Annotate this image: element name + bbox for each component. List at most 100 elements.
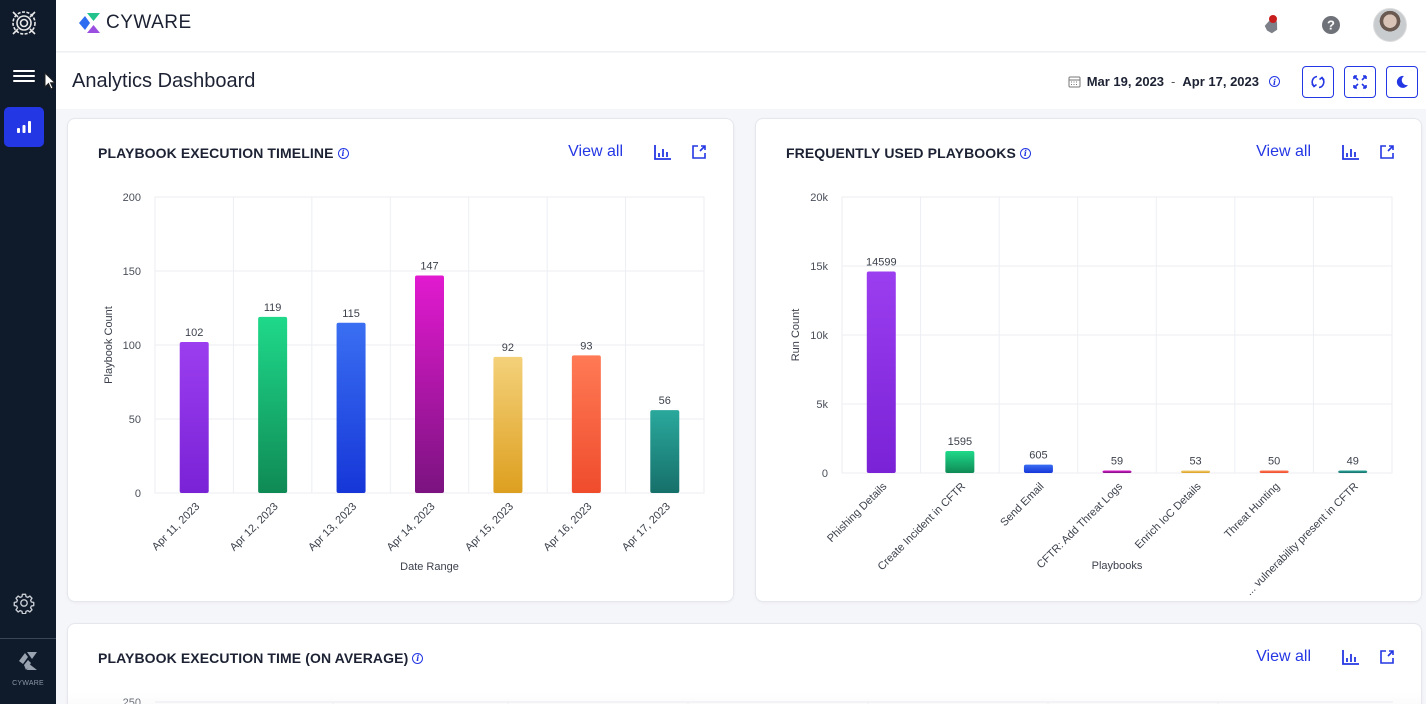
x-tick-label: Apr 11, 2023	[150, 501, 202, 553]
playbook-execution-time-card: PLAYBOOK EXECUTION TIME (ON AVERAGE) i V…	[67, 623, 1422, 704]
bar	[258, 316, 288, 493]
bar	[1259, 470, 1289, 473]
y-tick-label: 5k	[816, 399, 828, 411]
x-tick-label: Apr 14, 2023	[385, 501, 438, 554]
bar-value-label: 102	[185, 327, 203, 339]
export-icon[interactable]	[689, 142, 709, 162]
info-icon[interactable]: i	[1269, 76, 1280, 87]
analytics-icon	[17, 121, 31, 133]
info-icon[interactable]: i	[412, 652, 424, 664]
x-tick-label: CFTR: Add Threat Logs	[1035, 480, 1126, 571]
y-tick-label: 200	[123, 192, 141, 204]
sidebar-brand-text: CYWARE	[12, 680, 44, 687]
card-title-text: PLAYBOOK EXECUTION TIMELINE	[98, 145, 334, 161]
playbook-execution-timeline-card: PLAYBOOK EXECUTION TIMELINE i View all 0…	[67, 118, 734, 602]
bar-value-label: 56	[659, 395, 671, 407]
bar	[1338, 470, 1368, 473]
y-tick-label: 15k	[810, 261, 828, 273]
export-icon[interactable]	[1377, 142, 1397, 162]
bar	[945, 450, 975, 473]
y-tick-label: 20k	[810, 192, 828, 204]
page-header: Analytics Dashboard Mar 19, 2023 - Apr 1…	[56, 53, 1426, 109]
x-tick-label: Create Incident in CFTR	[876, 481, 968, 573]
view-all-link[interactable]: View all	[568, 143, 623, 160]
execution-time-chart: 250	[123, 697, 1393, 704]
x-tick-label: Threat Hunting	[1222, 481, 1282, 541]
bar	[493, 356, 523, 493]
mouse-cursor-icon	[44, 72, 56, 90]
chart-type-icon[interactable]	[1341, 647, 1361, 667]
app-logo-icon[interactable]	[10, 9, 38, 37]
x-tick-label: Apr 16, 2023	[541, 501, 594, 554]
bar-value-label: 92	[502, 342, 514, 354]
notifications-icon[interactable]	[1254, 7, 1290, 43]
bar-value-label: 115	[342, 308, 360, 320]
card-title: FREQUENTLY USED PLAYBOOKS i	[786, 145, 1031, 161]
bar-value-label: 49	[1347, 456, 1359, 468]
brand-logo[interactable]: CYWARE	[78, 12, 192, 34]
card-title: PLAYBOOK EXECUTION TIMELINE i	[98, 145, 349, 161]
bar	[415, 275, 444, 493]
view-all-link[interactable]: View all	[1256, 648, 1311, 665]
info-icon[interactable]: i	[1019, 147, 1031, 159]
fullscreen-icon	[1353, 75, 1367, 89]
frequently-used-playbooks-card: FREQUENTLY USED PLAYBOOKS i View all 0 5k…	[755, 118, 1422, 602]
top-bar: CYWARE ?	[56, 0, 1426, 52]
card-title-text: FREQUENTLY USED PLAYBOOKS	[786, 145, 1016, 161]
page-title: Analytics Dashboard	[72, 70, 256, 92]
y-tick-label: 50	[129, 414, 141, 426]
bar-value-label: 147	[420, 260, 438, 272]
bar-value-label: 50	[1268, 456, 1280, 468]
bar	[1023, 464, 1053, 473]
playbooks-bar-chart: 0 5k 10k 15k 20k 14599 Phishing Details 1595 Cre…	[790, 192, 1393, 598]
x-tick-label: Apr 13, 2023	[306, 501, 359, 554]
brand-name: CYWARE	[106, 12, 192, 33]
cyware-logo-icon	[19, 652, 37, 670]
y-axis-label: Playbook Count	[103, 306, 115, 384]
x-tick-label: Enrich IoC Details	[1133, 480, 1204, 551]
dark-mode-button[interactable]	[1386, 66, 1418, 98]
x-axis-label: Playbooks	[1092, 560, 1143, 572]
info-icon[interactable]: i	[337, 147, 349, 159]
bar-value-label: 1595	[948, 436, 972, 448]
card-title: PLAYBOOK EXECUTION TIME (ON AVERAGE) i	[98, 650, 424, 666]
calendar-icon	[1068, 76, 1081, 88]
chart-type-icon[interactable]	[653, 142, 673, 162]
date-separator: -	[1171, 74, 1176, 89]
hamburger-menu-icon[interactable]	[13, 70, 35, 86]
svg-text:?: ?	[1327, 18, 1335, 33]
bar-value-label: 59	[1111, 456, 1123, 468]
x-tick-label: Apr 17, 2023	[620, 501, 673, 554]
x-tick-label: Apr 15, 2023	[463, 501, 516, 554]
y-axis-label: Run Count	[790, 309, 802, 362]
refresh-button[interactable]	[1302, 66, 1334, 98]
y-tick-label: 0	[822, 468, 828, 480]
view-all-link[interactable]: View all	[1256, 143, 1311, 160]
date-range-picker[interactable]: Mar 19, 2023 - Apr 17, 2023 i	[1068, 74, 1280, 89]
export-icon[interactable]	[1377, 647, 1397, 667]
user-avatar[interactable]	[1372, 7, 1408, 43]
bar	[571, 355, 601, 493]
card-title-text: PLAYBOOK EXECUTION TIME (ON AVERAGE)	[98, 650, 409, 666]
sidebar-item-analytics[interactable]	[4, 107, 44, 147]
x-axis-label: Date Range	[400, 561, 459, 573]
chart-type-icon[interactable]	[1341, 142, 1361, 162]
settings-icon[interactable]	[13, 592, 35, 615]
fullscreen-button[interactable]	[1344, 66, 1376, 98]
y-tick-label: 100	[123, 340, 141, 352]
bar-value-label: 93	[580, 340, 592, 352]
y-tick-label: 0	[135, 488, 141, 500]
y-tick-label: 10k	[810, 330, 828, 342]
timeline-bar-chart: 0 50 100 150 200 102 Apr 11, 2023 119 Apr 12, 20…	[103, 192, 705, 573]
bar-value-label: 605	[1029, 450, 1047, 462]
x-tick-label: Send Email	[998, 481, 1046, 529]
bar	[1102, 470, 1132, 473]
bar	[179, 342, 209, 493]
bar	[866, 271, 896, 473]
help-icon[interactable]: ?	[1313, 7, 1349, 43]
dark-mode-icon	[1396, 75, 1408, 88]
sidebar-divider	[0, 638, 56, 639]
y-tick-label: 150	[123, 266, 141, 278]
sidebar-brand: CYWARE	[0, 650, 56, 687]
refresh-icon	[1311, 75, 1325, 89]
